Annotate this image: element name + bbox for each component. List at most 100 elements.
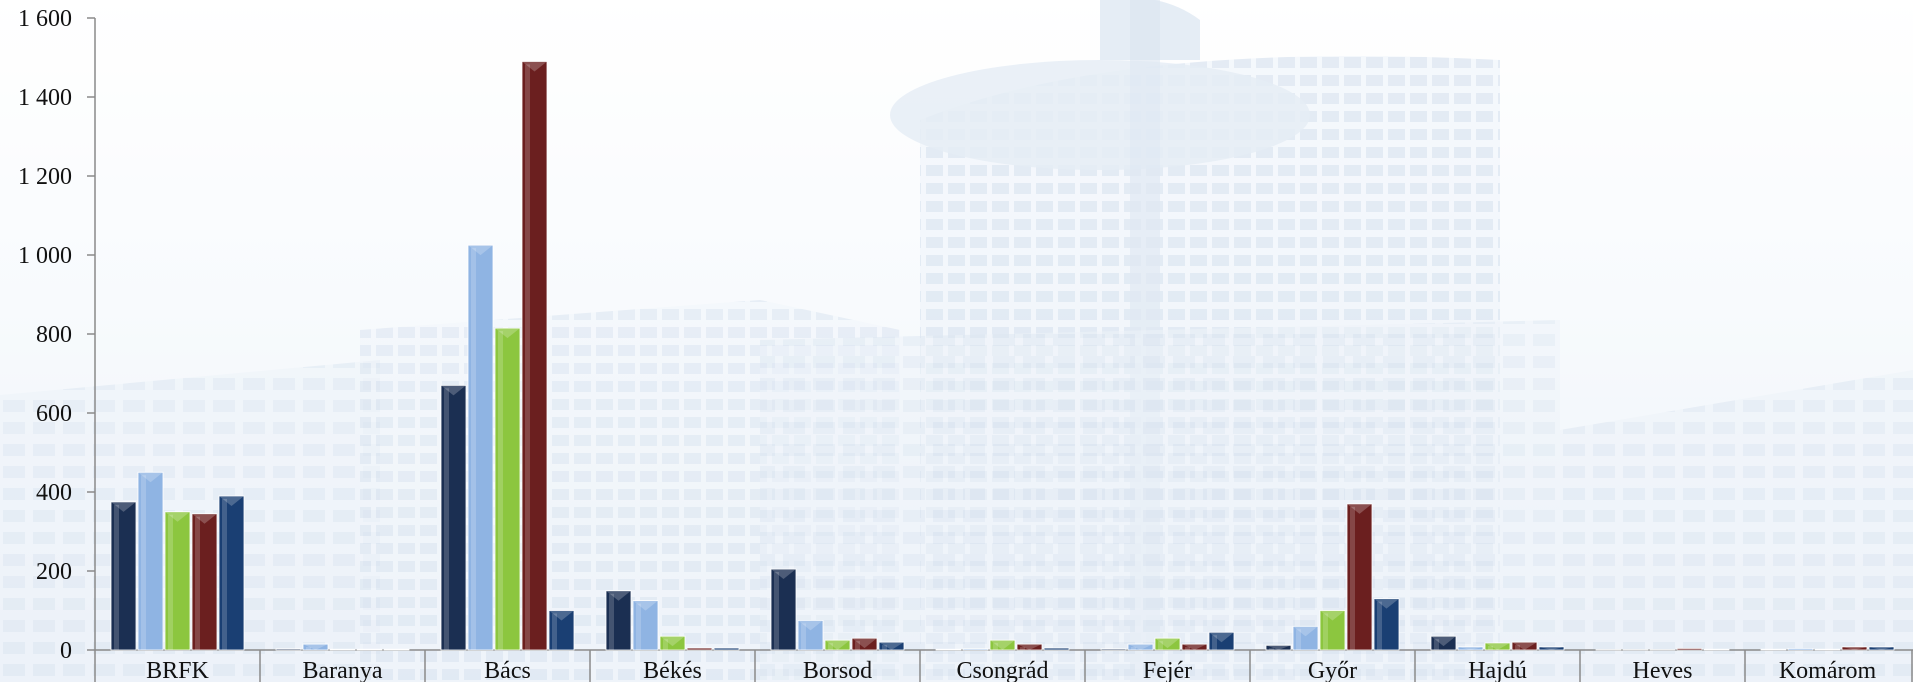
bar [1457,646,1484,651]
bar-body [1430,635,1457,651]
bar-highlight [114,504,119,650]
bar-body [632,600,659,651]
bar-cap [1266,645,1291,650]
bar [1703,648,1730,651]
bar-highlight [498,331,503,650]
bar-highlight [471,248,476,650]
bar-body [329,648,356,651]
bar-highlight [1212,635,1217,650]
bar-cap [549,610,574,621]
bar [713,647,740,651]
bar-body [659,635,686,651]
bar-body [164,511,191,651]
bar-highlight [636,603,641,650]
bar-body [275,648,302,651]
bar-cap [165,511,190,522]
bar-highlight [1296,629,1301,650]
bar [878,641,905,651]
bar [1208,631,1235,651]
bar-cap [606,590,631,601]
bar-highlight [525,64,530,650]
bar-body [935,648,962,651]
x-tick-label: Komárom [1779,658,1877,682]
x-tick-label: Csongrád [957,658,1049,682]
bar [1511,641,1538,651]
bar-body [548,610,575,651]
bar-body [218,495,245,651]
y-tick-label: 800 [36,322,72,348]
y-tick-label: 1 000 [18,243,72,269]
bar-highlight [195,516,200,650]
y-tick-label: 1 200 [18,164,72,190]
y-tick-label: 0 [60,638,72,664]
x-tick-label: Heves [1633,658,1693,682]
bar-cap [1209,632,1234,643]
bar-cap [990,640,1015,650]
bar [548,610,575,651]
bar-cap [1320,610,1345,621]
bar-body [1127,643,1154,651]
bar-body [770,568,797,651]
bar [1373,598,1400,651]
bar-body [989,639,1016,651]
bar-cap [1539,646,1564,650]
bar [383,648,410,651]
bar-body [1154,637,1181,651]
bar-highlight [993,643,998,650]
bar-cap [1485,642,1510,650]
bar-body [137,471,164,651]
bar-body [110,501,137,651]
bar-body [1319,610,1346,651]
bar [1841,646,1868,651]
bar [1760,648,1787,651]
bar [1430,635,1457,651]
bar [440,384,467,651]
bar-cap [522,61,547,72]
x-tick-label: BRFK [146,658,209,682]
y-tick-label: 200 [36,559,72,585]
bar-body [302,643,329,651]
bar [1346,503,1373,651]
bar-body [1016,643,1043,651]
bar-cap [1347,503,1372,514]
bar [1538,646,1565,651]
bar-body [1841,646,1868,651]
bar-cap [111,501,136,512]
bar-cap [1182,644,1207,650]
bar-body [1100,648,1127,651]
bar-body [605,590,632,651]
bar-body [1676,648,1703,651]
bar [1868,646,1895,651]
bar [1016,643,1043,651]
bar-highlight [1158,641,1163,650]
bar-body [1787,648,1814,651]
bar-cap [879,642,904,650]
bar [686,647,713,651]
bar-cap [219,495,244,506]
bar-body [1703,648,1730,651]
bar-highlight [1185,647,1190,650]
bar [218,495,245,651]
bar-cap [495,328,520,339]
bar [110,501,137,651]
bar [962,648,989,651]
x-tick-label: Borsod [803,658,872,682]
bar [467,244,494,651]
bar [1292,625,1319,651]
bar-highlight [1377,601,1382,650]
chart-bars [110,61,1895,651]
bar-highlight [552,613,557,650]
bar-highlight [1269,648,1274,650]
bar-cap [1869,646,1894,650]
bar-highlight [306,647,311,650]
bar-cap [771,569,796,580]
bar-body [1208,631,1235,651]
bar-highlight [1323,613,1328,650]
x-tick-label: Bács [484,658,531,682]
bar-body [1346,503,1373,651]
bar-cap [1128,644,1153,650]
bar-cap [1458,646,1483,650]
bar-highlight [855,641,860,650]
bar [797,619,824,651]
bar-body [1760,648,1787,651]
